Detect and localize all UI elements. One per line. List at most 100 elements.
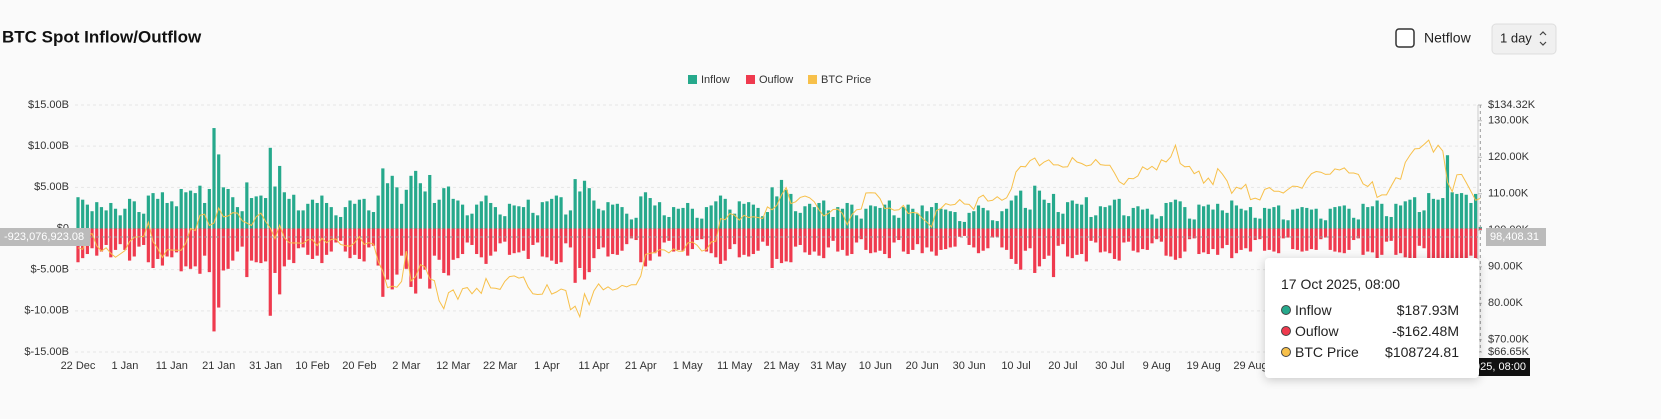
bar: [278, 165, 282, 229]
bar: [287, 198, 291, 229]
y-tick-label: $10.00B: [28, 140, 69, 152]
bar: [1216, 228, 1220, 255]
bar: [925, 228, 929, 248]
y2-tick-label: $134.32K: [1488, 99, 1536, 111]
tooltip-row: BTC Price $108724.81: [1281, 344, 1459, 364]
bar: [1230, 200, 1234, 229]
bar: [188, 228, 193, 269]
bar: [282, 192, 286, 229]
bar: [1112, 199, 1117, 229]
bar: [568, 210, 573, 229]
bar: [920, 228, 924, 254]
bar: [127, 228, 132, 261]
bar: [1417, 212, 1421, 229]
bar: [235, 228, 240, 252]
bar: [981, 228, 985, 251]
bar: [629, 228, 634, 239]
bar: [592, 228, 596, 259]
bar: [404, 189, 408, 229]
bar: [479, 228, 483, 258]
interval-select[interactable]: [1491, 23, 1557, 55]
bar: [864, 208, 868, 229]
bar: [1394, 228, 1398, 255]
bar: [287, 228, 291, 260]
bar: [756, 207, 760, 229]
bar: [653, 228, 657, 254]
bar: [1155, 228, 1159, 240]
bar: [1117, 228, 1121, 261]
x-tick-label: 20 Feb: [342, 360, 376, 372]
bar: [873, 206, 877, 229]
bar: [550, 198, 554, 229]
legend-label: Ouflow: [759, 74, 793, 86]
netflow-label[interactable]: Netflow: [1424, 30, 1472, 46]
bar: [212, 128, 216, 229]
bar: [850, 228, 854, 255]
bar: [1469, 202, 1473, 229]
bar: [1417, 228, 1421, 246]
bar: [156, 198, 160, 229]
bar: [498, 228, 502, 244]
bar: [517, 228, 521, 253]
bar: [465, 228, 469, 243]
x-tick-label: 10 Feb: [295, 360, 329, 372]
y-tick-label: $-5.00B: [30, 264, 69, 276]
bar: [883, 204, 887, 229]
bar: [1389, 228, 1393, 241]
bar: [812, 207, 816, 229]
bar: [1342, 228, 1346, 254]
bar: [625, 213, 629, 229]
bar: [1267, 228, 1271, 250]
bar: [1295, 208, 1299, 229]
tooltip-dot: [1281, 326, 1291, 336]
bar: [1014, 195, 1018, 229]
bar: [728, 228, 732, 250]
bar: [934, 228, 938, 256]
bar: [1370, 228, 1375, 253]
bar: [803, 206, 807, 229]
tooltip-title: 17 Oct 2025, 08:00: [1281, 276, 1401, 292]
bar: [643, 228, 648, 267]
bar: [353, 228, 357, 255]
bar: [672, 207, 676, 229]
bar: [995, 228, 999, 237]
bar: [423, 191, 427, 229]
bar: [793, 228, 798, 247]
bar: [376, 228, 380, 266]
bar: [207, 188, 211, 229]
bar: [385, 183, 390, 229]
x-tick-label: 11 May: [717, 360, 753, 372]
bar: [1000, 228, 1004, 248]
netflow-checkbox[interactable]: [1395, 28, 1415, 48]
bar: [1347, 228, 1351, 250]
bar: [672, 228, 676, 252]
bar: [1051, 228, 1056, 278]
bar: [1019, 228, 1023, 270]
bar: [113, 208, 118, 229]
bar: [737, 228, 741, 258]
bar: [892, 228, 896, 243]
interval-label[interactable]: 1 day: [1500, 30, 1532, 45]
bar: [170, 228, 174, 258]
bar: [1253, 228, 1257, 241]
bar: [1300, 228, 1304, 252]
bar: [667, 228, 671, 241]
bar: [203, 228, 207, 256]
bar: [507, 228, 512, 255]
bar: [901, 228, 906, 252]
bar: [1403, 228, 1407, 258]
bar: [817, 202, 821, 229]
bar: [521, 228, 526, 251]
bar: [901, 207, 906, 229]
bar: [587, 188, 591, 229]
bar: [765, 228, 770, 246]
bar: [390, 228, 394, 290]
bar: [981, 207, 985, 229]
bar: [1098, 206, 1103, 229]
bar: [165, 202, 169, 229]
bar: [615, 203, 619, 229]
crosshair-right-box: [1486, 228, 1546, 246]
bar: [915, 213, 920, 229]
bar: [990, 220, 995, 229]
bar: [179, 188, 183, 229]
